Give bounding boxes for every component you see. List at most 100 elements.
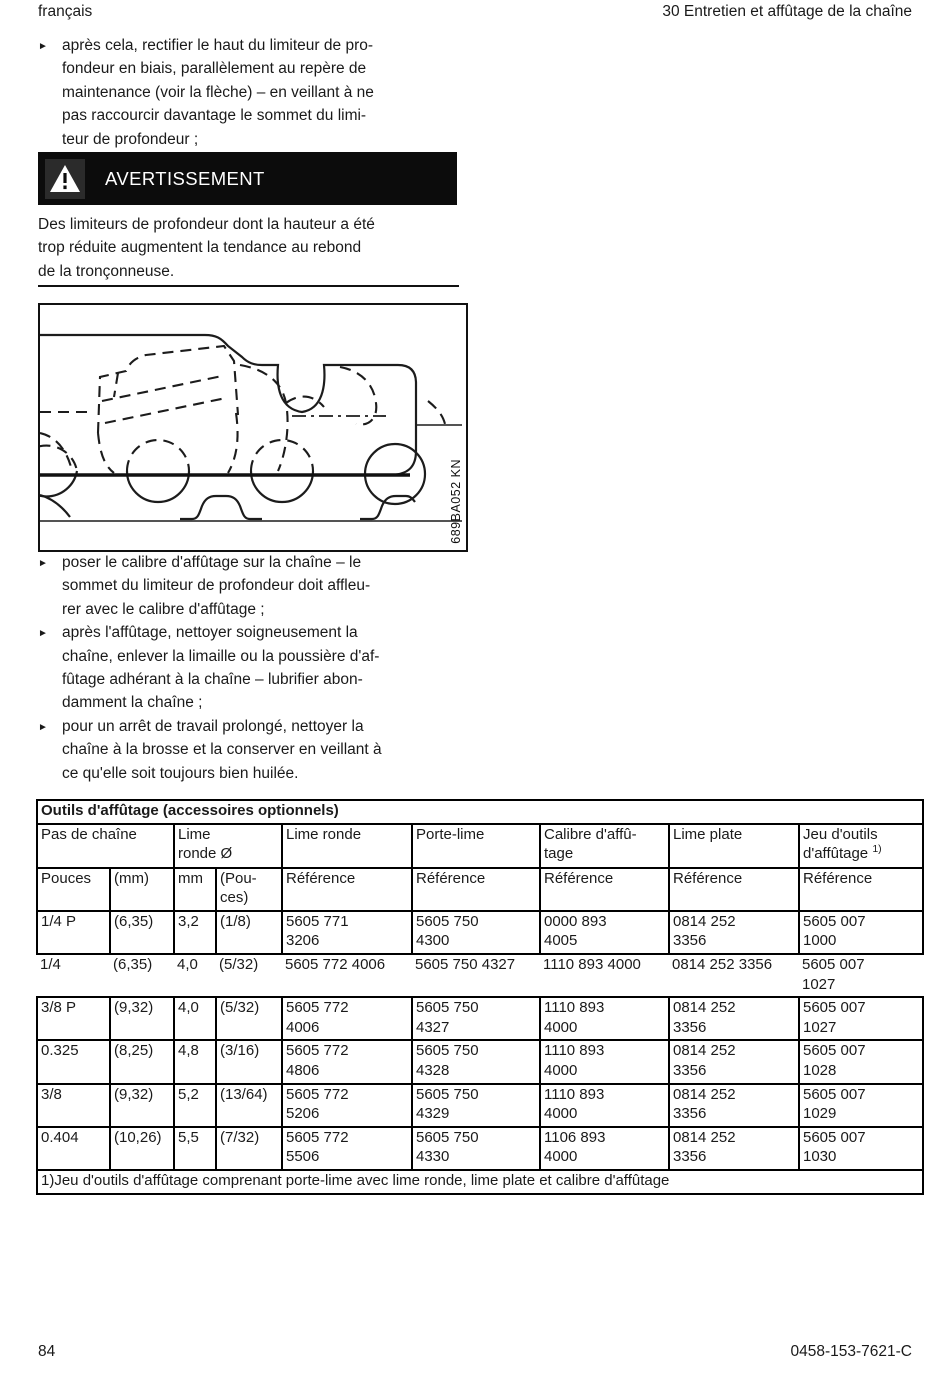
sharpening-tools-table-wrap: Outils d'affûtage (accessoires optionnel… bbox=[35, 799, 925, 1195]
table-cell: (3/16) bbox=[215, 1039, 283, 1085]
warning-banner: AVERTISSEMENT bbox=[38, 152, 457, 205]
list-item: ► pour un arrêt de travail prolongé, nett… bbox=[38, 715, 470, 785]
page-number: 84 bbox=[38, 1343, 56, 1360]
table-cell: 5,2 bbox=[173, 1082, 217, 1128]
table-cell: 5605 007 1027 bbox=[797, 996, 925, 1042]
table-subheader-cell: mm bbox=[173, 866, 217, 912]
list-item: ► après cela, rectifier le haut du limite… bbox=[38, 34, 468, 151]
chain-gauge-figure: 689BA052 KN bbox=[38, 303, 468, 552]
table-col-header: Calibre d'affû- tage bbox=[539, 822, 670, 869]
table-cell: (5/32) bbox=[215, 996, 283, 1042]
table-cell: 3/8 bbox=[36, 1082, 111, 1128]
table-row: 1/4 (6,35) 4,0 (5/32) 5605 772 4006 5605 750 … bbox=[37, 952, 924, 999]
table-footnote-row: 1)Jeu d'outils d'affûtage comprenant por… bbox=[35, 1168, 925, 1195]
table-cell: 0814 252 3356 bbox=[669, 952, 799, 999]
language-label: français bbox=[38, 3, 93, 20]
table-cell: 4,8 bbox=[173, 1039, 217, 1085]
document-number: 0458-153-7621-C bbox=[790, 1343, 912, 1360]
warning-triangle-icon bbox=[45, 158, 85, 199]
table-cell: 5605 750 4328 bbox=[411, 1039, 541, 1085]
table-cell: 4,0 bbox=[173, 996, 217, 1042]
table-subheader-cell: Référence bbox=[539, 866, 670, 912]
table-cell: 5605 771 3206 bbox=[281, 909, 413, 955]
table-cell: 0814 252 3356 bbox=[668, 996, 800, 1042]
instruction-bullet-list: ► poser le calibre d'affûtage sur la chaî… bbox=[38, 551, 470, 785]
table-row: 3/8 P (9,32) 4,0 (5/32) 5605 772 4006 5605 75… bbox=[36, 996, 925, 1042]
table-cell: (9,32) bbox=[109, 1082, 175, 1128]
table-row: 0.404 (10,26) 5,5 (7/32) 5605 772 5506 5605 7… bbox=[36, 1125, 925, 1171]
table-row: 3/8 (9,32) 5,2 (13/64) 5605 772 5206 5605 750… bbox=[36, 1082, 925, 1128]
table-cell: 3,2 bbox=[173, 909, 217, 955]
table-cell: (6,35) bbox=[110, 952, 174, 999]
table-cell: (5/32) bbox=[216, 952, 282, 999]
table-col-header: Lime ronde bbox=[281, 822, 413, 869]
table-footnote: 1)Jeu d'outils d'affûtage comprenant por… bbox=[35, 1168, 925, 1195]
table-cell: 5605 007 1030 bbox=[797, 1125, 925, 1171]
warning-text: Des limiteurs de profondeur dont la haut… bbox=[38, 216, 375, 280]
table-cell: (8,25) bbox=[109, 1039, 175, 1085]
table-cell: 1110 893 4000 bbox=[539, 1039, 670, 1085]
table-cell: 1110 893 4000 bbox=[539, 1082, 670, 1128]
warning-label: AVERTISSEMENT bbox=[105, 167, 265, 189]
table-subheader-cell: Référence bbox=[281, 866, 413, 912]
table-cell: 0000 893 4005 bbox=[539, 909, 670, 955]
bullet-text: après cela, rectifier le haut du limiteu… bbox=[62, 37, 374, 148]
table-cell: 5605 750 4329 bbox=[411, 1082, 541, 1128]
table-row: 0.325 (8,25) 4,8 (3/16) 5605 772 4806 5605 75… bbox=[36, 1039, 925, 1085]
table-subheader-row: Pouces (mm) mm (Pou- ces) Référence Référence… bbox=[36, 866, 925, 912]
table-cell: 5605 772 4006 bbox=[282, 952, 412, 999]
table-subheader-cell: Référence bbox=[797, 866, 925, 912]
table-cell: 1110 893 4000 bbox=[540, 952, 669, 999]
table-cell: (1/8) bbox=[215, 909, 283, 955]
table-cell: 0814 252 3356 bbox=[668, 1039, 800, 1085]
table-cell: 1/4 P bbox=[36, 909, 111, 955]
table-col-header: Lime plate bbox=[668, 822, 800, 869]
list-item: ► poser le calibre d'affûtage sur la chaî… bbox=[38, 551, 470, 621]
table-cell: (6,35) bbox=[109, 909, 175, 955]
bullet-text: après l'affûtage, nettoyer soigneusement… bbox=[62, 624, 380, 712]
divider-rule bbox=[38, 285, 459, 287]
table-cell: 5605 750 4300 bbox=[411, 909, 541, 955]
table-cell: 4,0 bbox=[174, 952, 216, 999]
table-cell: 3/8 P bbox=[36, 996, 111, 1042]
bullet-arrow-icon: ► bbox=[38, 628, 48, 640]
table-subheader-cell: Pouces bbox=[36, 866, 111, 912]
table-cell: 5605 772 4806 bbox=[281, 1039, 413, 1085]
table-cell: (7/32) bbox=[215, 1125, 283, 1171]
bullet-arrow-icon: ► bbox=[38, 721, 48, 733]
table-col-header: Porte-lime bbox=[411, 822, 541, 869]
figure-id-label: 689BA052 KN bbox=[449, 459, 463, 544]
table-cell: (13/64) bbox=[215, 1082, 283, 1128]
running-header: français 30 Entretien et affûtage de la … bbox=[38, 3, 912, 21]
list-item: ► après l'affûtage, nettoyer soigneusemen… bbox=[38, 621, 470, 715]
table-cell: 5605 007 1000 bbox=[797, 909, 925, 955]
table-cell: 5605 772 4006 bbox=[281, 996, 413, 1042]
table-cell: 0814 252 3356 bbox=[668, 1125, 800, 1171]
table-cell: 5605 772 5506 bbox=[281, 1125, 413, 1171]
table-cell: (10,26) bbox=[109, 1125, 175, 1171]
table-cell: 5605 750 4327 bbox=[412, 952, 540, 999]
table-title: Outils d'affûtage (accessoires optionnel… bbox=[35, 799, 925, 825]
footnote-ref: 1) bbox=[872, 843, 882, 856]
table-cell: 5605 007 1029 bbox=[797, 1082, 925, 1128]
table-col-header: Jeu d'outils d'affûtage 1) bbox=[797, 822, 925, 869]
table-cell: 5605 750 4327 bbox=[411, 996, 541, 1042]
bullet-arrow-icon: ► bbox=[38, 41, 48, 52]
table-cell: 5605 007 1027 bbox=[799, 952, 924, 999]
table-cell: 0.325 bbox=[36, 1039, 111, 1085]
table-subheader-cell: Référence bbox=[411, 866, 541, 912]
table-cell: 1110 893 4000 bbox=[539, 996, 670, 1042]
table-cell: 5605 750 4330 bbox=[411, 1125, 541, 1171]
table-cell: 1106 893 4000 bbox=[539, 1125, 670, 1171]
table-cell: (9,32) bbox=[109, 996, 175, 1042]
bullet-text: pour un arrêt de travail prolongé, netto… bbox=[62, 717, 382, 782]
table-col-header: Pas de chaîne bbox=[36, 822, 175, 869]
table-subheader-cell: Référence bbox=[668, 866, 800, 912]
table-cell: 5605 007 1028 bbox=[797, 1039, 925, 1085]
intro-bullet-list: ► après cela, rectifier le haut du limite… bbox=[38, 34, 468, 151]
table-cell: 0814 252 3356 bbox=[668, 909, 800, 955]
table-cell: 1/4 bbox=[37, 952, 110, 999]
table-subheader-cell: (mm) bbox=[109, 866, 175, 912]
chapter-title: 30 Entretien et affûtage de la chaîne bbox=[662, 3, 912, 20]
